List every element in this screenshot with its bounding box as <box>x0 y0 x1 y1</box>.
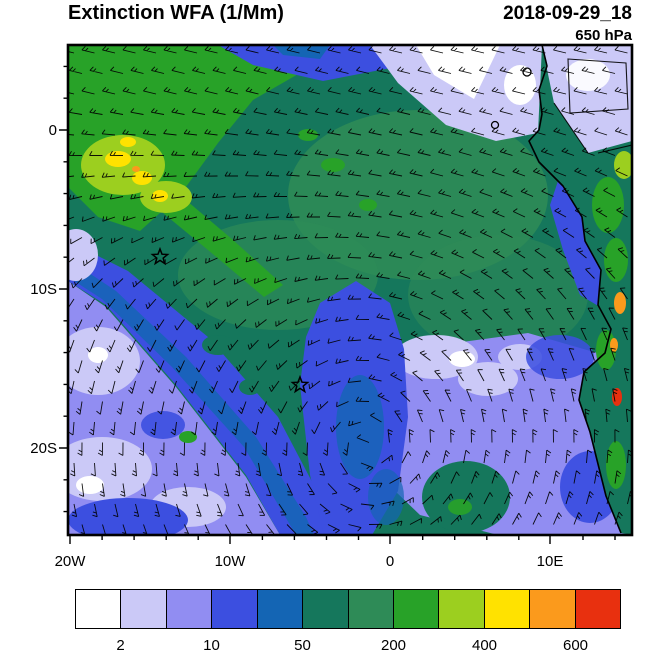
colorbar-cell-8 <box>439 590 485 628</box>
wind-barbs <box>68 45 632 535</box>
map-field <box>68 45 632 535</box>
contour-region <box>202 335 234 355</box>
x-tick-label: 0 <box>386 553 394 570</box>
contour-region <box>458 362 518 396</box>
colorbar-tick-label: 10 <box>203 637 220 654</box>
colorbar-tick-label: 600 <box>562 637 589 654</box>
colorbar-cell-1 <box>121 590 167 628</box>
colorbar-tick-label: 2 <box>116 637 125 654</box>
colorbar: 2 10 50 200 400 600 <box>75 589 621 663</box>
contour-region <box>566 59 610 91</box>
map-frame <box>66 43 634 537</box>
contour-region <box>68 259 314 535</box>
star-marker <box>150 246 170 266</box>
colorbar-cell-3 <box>212 590 258 628</box>
contour-region <box>120 137 136 147</box>
star-markers <box>150 246 310 394</box>
contour-region <box>449 351 475 367</box>
plot-datetime: 2018-09-29_18 <box>503 3 632 24</box>
coastline <box>528 45 622 534</box>
pressure-level: 650 hPa <box>575 27 632 44</box>
colorbar-cell-0 <box>76 590 122 628</box>
colorbar-cell-5 <box>303 590 349 628</box>
contour-region <box>368 469 404 525</box>
map-area <box>68 45 632 535</box>
contour-region <box>68 498 188 535</box>
contour-region <box>105 151 131 167</box>
star-marker <box>290 374 310 394</box>
contour-region <box>152 190 168 202</box>
contour-region <box>448 499 472 515</box>
colorbar-cell-4 <box>257 590 304 628</box>
colorbar-cell-6 <box>348 590 394 628</box>
colorbar-tick-label: 200 <box>380 637 407 654</box>
contour-region <box>218 45 416 81</box>
axis-ticks <box>59 65 616 544</box>
contour-region <box>298 129 318 141</box>
contour-region <box>76 476 104 494</box>
contour-region <box>422 461 510 533</box>
y-axis-labels: 0 10S 20S <box>30 122 57 457</box>
contour-region <box>370 45 542 141</box>
colorbar-cell-7 <box>393 590 440 628</box>
colorbar-tick-label: 400 <box>471 637 498 654</box>
contour-region <box>614 292 626 314</box>
contour-region <box>68 229 98 281</box>
colorbar-cells <box>75 589 621 629</box>
y-tick-label: 20S <box>30 440 57 457</box>
colorbar-cell-9 <box>484 590 531 628</box>
plot-title: Extinction WFA (1/Mm) <box>68 2 284 24</box>
contour-region <box>179 431 197 443</box>
x-axis-labels: 20W 10W 0 10E <box>55 553 564 570</box>
contour-region <box>163 195 283 297</box>
contour-region <box>604 238 628 282</box>
contour-region <box>359 199 377 211</box>
contour-region <box>132 171 152 185</box>
colorbar-cell-2 <box>166 590 213 628</box>
contour-region <box>592 177 624 233</box>
contour-region <box>273 45 330 59</box>
contour-region <box>321 158 345 172</box>
contour-region <box>408 235 588 355</box>
y-tick-label: 0 <box>49 122 57 139</box>
contour-region <box>526 335 594 379</box>
colorbar-tick-label: 50 <box>294 637 311 654</box>
contour-region <box>239 379 261 395</box>
x-tick-label: 10E <box>537 553 564 570</box>
x-tick-label: 10W <box>215 553 247 570</box>
contour-region <box>336 375 384 479</box>
contour-region <box>416 45 500 99</box>
contour-region <box>141 411 185 439</box>
colorbar-cell-10 <box>530 590 576 628</box>
colorbar-cell-11 <box>575 590 621 628</box>
y-tick-label: 10S <box>30 281 57 298</box>
x-tick-label: 20W <box>55 553 87 570</box>
contour-region <box>132 166 140 172</box>
contour-region <box>88 347 108 363</box>
contour-region <box>606 441 626 489</box>
contour-region <box>504 65 536 105</box>
island-outline <box>522 67 532 77</box>
contour-region <box>394 335 478 379</box>
